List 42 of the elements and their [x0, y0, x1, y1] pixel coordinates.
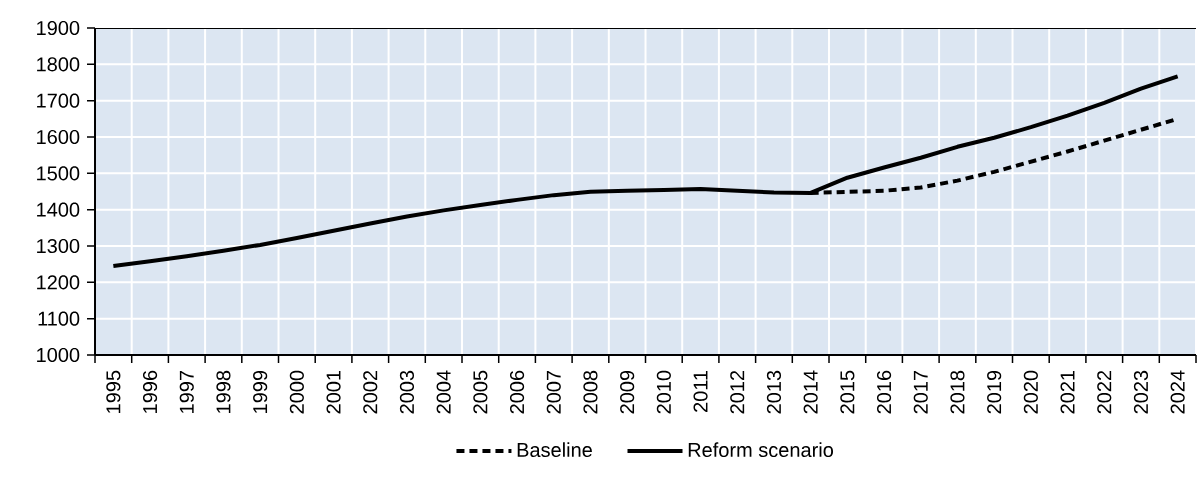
y-tick-label: 1400: [37, 202, 80, 217]
x-tick-label: 2014: [803, 370, 818, 414]
x-tick-label: 2015: [840, 370, 855, 414]
x-tick-label: 1995: [106, 370, 121, 413]
x-tick-label: 2004: [436, 370, 451, 414]
x-tick-label: 2009: [620, 370, 635, 414]
x-tick-label: 2006: [509, 370, 525, 414]
x-tick-label: 2007: [546, 370, 561, 414]
y-tick-label: 1200: [37, 275, 80, 290]
y-tick-label: 1000: [37, 347, 80, 363]
x-tick-label: 2002: [363, 370, 378, 414]
x-tick-label: 2019: [987, 370, 1002, 414]
x-tick-label: 2017: [913, 370, 928, 414]
x-tick-label: 1996: [142, 370, 158, 413]
y-tick-label: 1900: [37, 20, 80, 36]
x-tick-label: 2024: [1170, 370, 1185, 414]
y-tick-label: 1100: [38, 311, 80, 326]
x-tick-label: 2013: [766, 370, 782, 414]
y-tick-label: 1700: [37, 93, 80, 108]
legend-label: Reform scenario: [688, 442, 834, 458]
x-tick-label: 2021: [1060, 370, 1075, 414]
x-tick-label: 2010: [656, 370, 671, 414]
y-tick-label: 1500: [37, 166, 80, 181]
x-tick-label: 2018: [950, 370, 965, 414]
legend-label: Baseline: [517, 442, 592, 458]
x-tick-label: 2003: [399, 370, 415, 414]
x-tick-label: 2022: [1097, 370, 1112, 414]
x-tick-label: 2001: [326, 370, 341, 414]
x-tick-label: 1999: [253, 370, 268, 413]
x-tick-label: 2008: [583, 370, 598, 414]
y-tick-label: 1800: [37, 57, 80, 72]
x-tick-label: 2011: [693, 370, 708, 412]
y-tick-label: 1300: [37, 238, 80, 254]
x-tick-label: 1998: [216, 370, 231, 413]
x-tick-label: 2000: [289, 370, 304, 414]
x-tick-label: 2012: [730, 370, 745, 414]
x-tick-label: 2023: [1133, 370, 1149, 414]
x-tick-label: 2005: [473, 370, 488, 414]
x-tick-label: 1997: [179, 370, 194, 413]
x-tick-label: 2016: [876, 370, 892, 414]
x-tick-label: 2020: [1023, 370, 1038, 414]
y-tick-label: 1600: [37, 129, 80, 145]
